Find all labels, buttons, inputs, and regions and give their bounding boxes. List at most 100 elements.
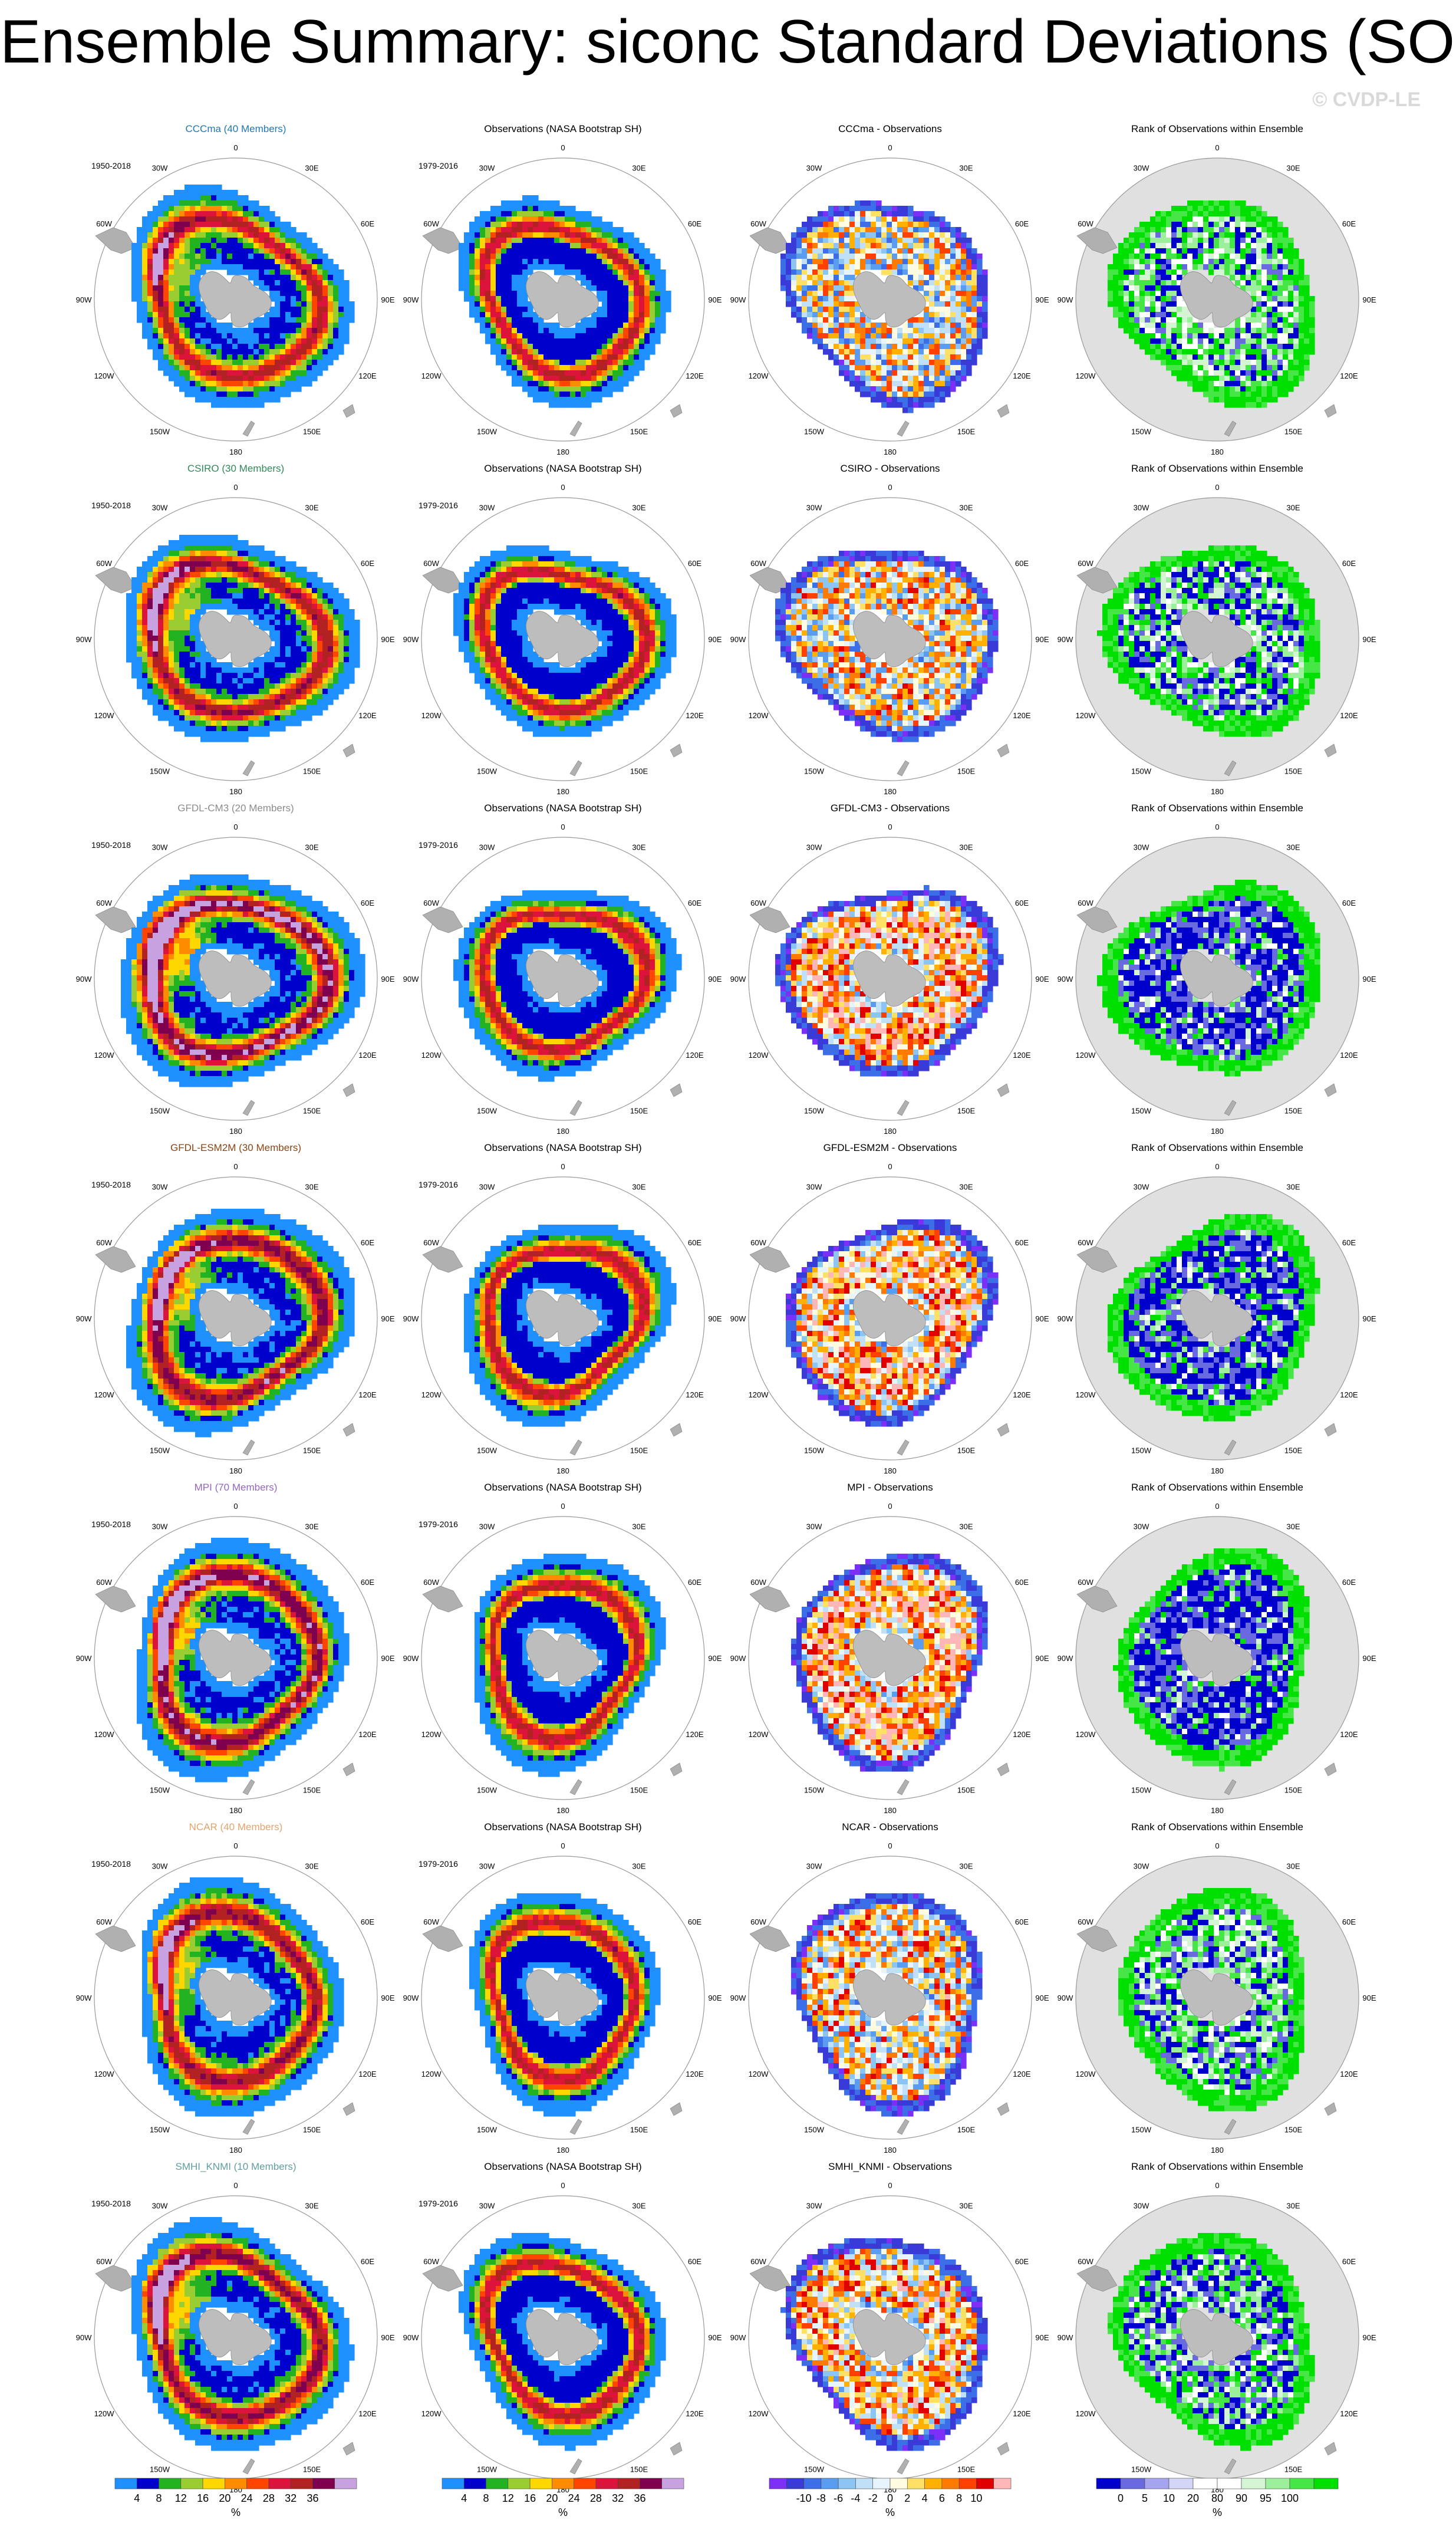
lon-label: 90E <box>708 635 722 644</box>
lon-label: 30E <box>632 843 645 852</box>
lon-label: 150E <box>303 1785 321 1794</box>
new-zealand-land <box>1224 2119 1237 2135</box>
colorbar-tick: -10 <box>796 2492 812 2504</box>
ensemble-map: 0 30E 60E 90E 120E 150E 180 150W 120W 90W 60W 30W <box>76 823 395 1136</box>
difference-panel-title: GFDL-CM3 - Observations <box>737 803 1043 813</box>
lon-label: 180 <box>1211 2146 1224 2155</box>
period-label: 1979-2016 <box>419 501 458 510</box>
lon-label: 180 <box>229 1806 242 1815</box>
rank-panel-title: Rank of Observations within Ensemble <box>1064 2162 1371 2172</box>
island-land <box>342 2442 355 2456</box>
lon-label: 120E <box>358 1730 377 1739</box>
colorbar-swatch <box>640 2478 663 2489</box>
island-land <box>342 744 355 758</box>
rank-map: 0 30E 60E 90E 120E 150E 180 150W 120W 90W 60W 30W <box>1058 143 1376 456</box>
lon-label: 90W <box>403 1314 419 1323</box>
lon-label: 150E <box>630 1446 648 1455</box>
difference-field <box>775 551 999 742</box>
lon-label: 120W <box>421 1051 442 1060</box>
lon-label: 90W <box>403 295 419 304</box>
colorbar-swatch <box>246 2478 269 2489</box>
lon-label: 60W <box>750 1917 766 1926</box>
lon-label: 120W <box>421 2409 442 2418</box>
island-land <box>997 2442 1010 2456</box>
lon-label: 180 <box>1211 448 1224 456</box>
antarctica-land <box>853 271 926 328</box>
colorbar-tick: 6 <box>939 2492 945 2504</box>
lon-label: 120W <box>749 2409 769 2418</box>
colorbar-tick: 8 <box>483 2492 489 2504</box>
lon-label: 120E <box>1013 2070 1031 2078</box>
observations-map: 0 30E 60E 90E 120E 150E 180 150W 120W 90W 60W 30W <box>403 483 722 796</box>
lon-label: 150W <box>1131 1785 1152 1794</box>
lon-label: 180 <box>884 2146 897 2155</box>
lon-label: 90E <box>381 1314 394 1323</box>
lon-label: 120E <box>1340 1390 1358 1399</box>
lon-label: 60W <box>750 219 766 228</box>
lon-label: 150E <box>957 2465 976 2473</box>
lon-label: 30W <box>1134 504 1149 512</box>
new-zealand-land <box>897 2119 910 2135</box>
rank-field <box>1113 1548 1310 1772</box>
new-zealand-land <box>1224 1439 1237 1456</box>
lon-label: 180 <box>1211 1127 1224 1136</box>
south-america-land <box>422 1586 463 1613</box>
south-america-land <box>1076 1246 1118 1273</box>
lon-label: 150E <box>303 1446 321 1455</box>
lon-label: 30E <box>1286 2202 1300 2211</box>
lon-label: 30E <box>632 2202 645 2211</box>
lon-label: 30E <box>632 1522 645 1531</box>
south-america-land <box>1076 227 1118 254</box>
lon-label: 150W <box>1131 2125 1152 2134</box>
lon-label: 120W <box>1076 2070 1096 2078</box>
rank-field <box>1108 2233 1315 2451</box>
lon-label: 60E <box>688 1578 701 1587</box>
lon-label: 60E <box>688 1917 701 1926</box>
lon-label: 60E <box>1015 1238 1029 1247</box>
south-america-land <box>749 906 790 933</box>
difference-field <box>780 200 988 413</box>
lon-label: 30E <box>632 504 645 512</box>
lon-label: 60W <box>423 559 439 568</box>
lon-label: 60W <box>96 1238 112 1247</box>
island-land <box>670 404 683 418</box>
lon-label: 60E <box>1342 1917 1356 1926</box>
lon-label: 90E <box>381 295 394 304</box>
ensemble-field <box>131 2217 355 2451</box>
island-land <box>997 1423 1010 1437</box>
ensemble-field <box>131 185 355 408</box>
colorbar-swatch <box>924 2478 943 2489</box>
ensemble-field <box>137 1538 350 1782</box>
lon-label: 150W <box>150 1106 170 1115</box>
rank-map: 0 30E 60E 90E 120E 150E 180 150W 120W 90W 60W 30W <box>1058 1162 1376 1475</box>
colorbar-swatch <box>976 2478 994 2489</box>
lon-label: 0 <box>888 823 892 831</box>
lon-label: 150W <box>150 767 170 775</box>
lon-label: 90W <box>76 1314 92 1323</box>
lon-label: 60E <box>361 2257 374 2266</box>
colorbar-swatch <box>486 2478 509 2489</box>
difference-field <box>791 1893 983 2117</box>
difference-map: 0 30E 60E 90E 120E 150E 180 150W 120W 90W 60W 30W <box>730 1502 1049 1815</box>
lon-label: 120W <box>94 1390 115 1399</box>
new-zealand-land <box>242 420 255 437</box>
lon-label: 180 <box>884 1806 897 1815</box>
new-zealand-land <box>1224 1100 1237 1116</box>
lon-label: 30W <box>479 1183 495 1192</box>
observations-field <box>475 1554 666 1777</box>
colorbar-tick: 36 <box>634 2492 645 2504</box>
lon-label: 90E <box>708 2333 722 2342</box>
difference-panel-title: GFDL-ESM2M - Observations <box>737 1143 1043 1153</box>
lon-label: 30W <box>479 2202 495 2211</box>
colorbar-swatch <box>907 2478 925 2489</box>
lon-label: 30W <box>479 504 495 512</box>
south-america-land <box>422 906 463 933</box>
lon-label: 150W <box>477 2125 498 2134</box>
lon-label: 60E <box>1342 1578 1356 1587</box>
island-land <box>342 1762 355 1777</box>
ensemble-map: 0 30E 60E 90E 120E 150E 180 150W 120W 90W 60W 30W <box>76 483 395 796</box>
lon-label: 60E <box>1015 219 1029 228</box>
island-land <box>670 744 683 758</box>
new-zealand-land <box>569 760 582 777</box>
lon-label: 150E <box>630 2125 648 2134</box>
